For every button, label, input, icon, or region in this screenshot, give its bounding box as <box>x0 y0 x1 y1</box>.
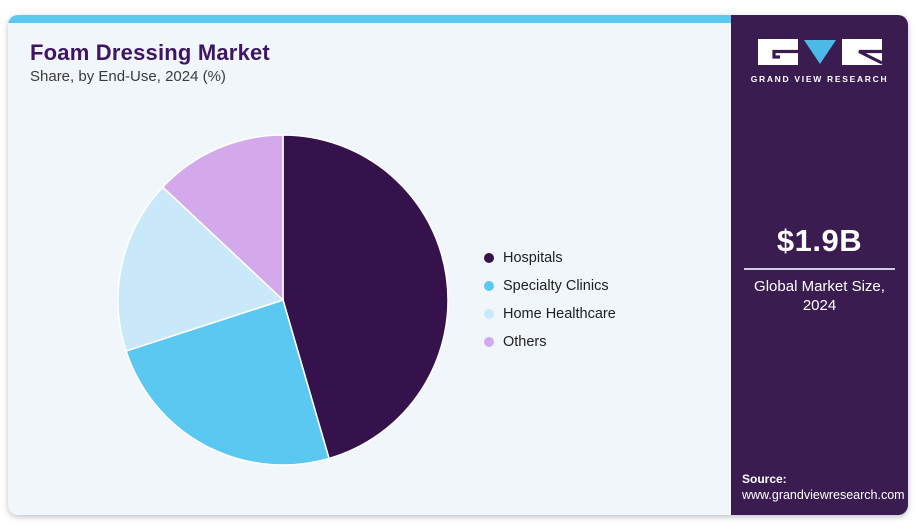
legend-item-home-healthcare: Home Healthcare <box>484 300 616 328</box>
gvr-logo-icon <box>757 39 882 65</box>
chart-subtitle: Share, by End-Use, 2024 (%) <box>30 68 226 85</box>
brand-sidebar: GRAND VIEW RESEARCH $1.9B Global Market … <box>731 15 908 515</box>
source-url: www.grandviewresearch.com <box>742 488 905 502</box>
legend-item-specialty-clinics: Specialty Clinics <box>484 272 616 300</box>
pie-chart <box>117 134 449 466</box>
source-block: Source: www.grandviewresearch.com <box>742 472 905 502</box>
legend-bullet-others <box>484 337 494 347</box>
market-size-divider <box>744 268 895 270</box>
pie-slice-specialty-clinics <box>125 299 330 466</box>
page-title: Foam Dressing Market <box>30 40 270 65</box>
legend-label-hospitals: Hospitals <box>503 250 563 266</box>
chart-legend: Hospitals Specialty Clinics Home Healthcar… <box>484 244 616 356</box>
legend-bullet-hospitals <box>484 253 494 263</box>
market-size-value: $1.9B <box>776 223 863 258</box>
logo-r-leg <box>857 49 882 65</box>
brand-name: GRAND VIEW RESEARCH <box>750 74 889 84</box>
gvr-logo: GRAND VIEW RESEARCH <box>731 39 908 84</box>
infographic-card: Foam Dressing Market Share, by End-Use, … <box>8 15 908 515</box>
legend-item-hospitals: Hospitals <box>484 244 616 272</box>
pie-slice-hospitals <box>282 134 449 460</box>
legend-label-others: Others <box>503 334 547 350</box>
legend-bullet-home-healthcare <box>484 309 494 319</box>
market-size-block: $1.9B Global Market Size, 2024 <box>731 223 908 316</box>
chart-area: Foam Dressing Market Share, by End-Use, … <box>8 15 731 515</box>
source-label: Source: <box>742 472 787 486</box>
legend-bullet-specialty-clinics <box>484 281 494 291</box>
legend-label-home-healthcare: Home Healthcare <box>503 306 616 322</box>
logo-v-triangle <box>803 40 836 64</box>
pie-slice-others <box>161 134 284 301</box>
pie-slice-home-healthcare <box>117 186 284 352</box>
market-size-label: Global Market Size, 2024 <box>754 278 885 314</box>
legend-label-specialty-clinics: Specialty Clinics <box>503 278 609 294</box>
legend-item-others: Others <box>484 328 616 356</box>
logo-g-notch <box>771 49 798 59</box>
top-accent-bar <box>8 15 731 23</box>
